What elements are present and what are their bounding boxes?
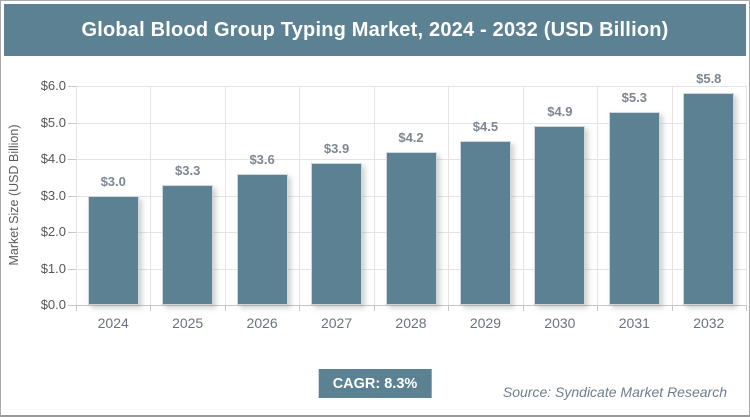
x-axis-category-label: 2024 [97,315,129,331]
bar-value-label: $4.5 [472,118,499,134]
x-axis-category-label: 2032 [693,315,725,331]
x-tick-mark [448,305,450,311]
x-tick-mark [522,305,524,311]
v-gridline [299,86,301,305]
y-tick-mark [68,195,76,197]
x-tick-mark [224,305,226,311]
bar-2027 [311,162,363,305]
v-gridline [448,86,450,305]
bar-value-label: $3.9 [323,140,350,156]
y-tick-mark [68,305,76,306]
y-tick-label: $5.0 [40,114,66,130]
x-tick-mark [299,305,301,311]
bar-2026 [236,173,288,305]
bar-value-label: $3.6 [249,151,275,167]
bar-2028 [385,151,437,305]
x-axis-category-label: 2027 [320,315,353,331]
x-axis-category-label: 2030 [544,315,576,331]
bar-2031 [608,111,660,305]
h-gridline [76,86,746,87]
x-tick-mark [76,305,77,311]
bar-value-label: $5.8 [696,71,722,87]
y-tick-label: $3.0 [40,187,66,203]
x-axis-category-label: 2028 [395,315,427,331]
x-tick-mark [150,305,152,311]
x-tick-mark [671,305,673,311]
v-gridline [597,86,599,305]
y-tick-mark [68,122,76,124]
v-gridline [150,86,152,305]
v-gridline [373,86,375,305]
x-axis-category-label: 2029 [469,315,502,331]
v-gridline [522,86,524,305]
x-tick-mark [373,305,375,311]
h-gridline [76,122,746,124]
chart-title: Global Blood Group Typing Market, 2024 -… [81,18,669,41]
x-axis-line [76,305,746,306]
bar-2032 [683,93,735,305]
bar-value-label: $4.2 [398,129,424,145]
chart-title-bar: Global Blood Group Typing Market, 2024 -… [4,4,746,56]
y-tick-mark [68,86,76,87]
bar-value-label: $5.3 [621,89,647,105]
bar-2030 [534,126,586,305]
bar-2024 [87,195,139,305]
v-gridline [224,86,226,305]
bar-value-label: $4.9 [547,104,573,120]
x-tick-mark [597,305,599,311]
bar-value-label: $3.0 [100,173,126,189]
x-axis-category-label: 2026 [246,315,278,331]
y-tick-mark [68,268,76,270]
y-tick-label: $4.0 [40,151,66,166]
y-axis-title: Market Size (USD Billion) [7,124,21,266]
source-note: Source: Syndicate Market Research [502,384,727,400]
v-gridline [76,86,77,305]
x-axis-category-label: 2025 [172,315,204,331]
x-tick-mark [746,305,747,311]
x-axis-category-label: 2031 [618,315,650,331]
y-tick-label: $1.0 [40,260,66,276]
bar-value-label: $3.3 [175,162,201,178]
cagr-badge: CAGR: 8.3% [318,369,432,398]
bar-2025 [162,184,214,305]
y-tick-label: $0.0 [40,297,66,312]
y-tick-mark [68,232,76,233]
bar-2029 [459,140,511,305]
v-gridline [671,86,673,305]
v-gridline [746,86,747,305]
y-tick-mark [68,159,76,160]
y-tick-label: $2.0 [40,224,66,239]
y-tick-label: $6.0 [40,78,66,93]
cagr-badge-label: CAGR: 8.3% [332,375,418,392]
